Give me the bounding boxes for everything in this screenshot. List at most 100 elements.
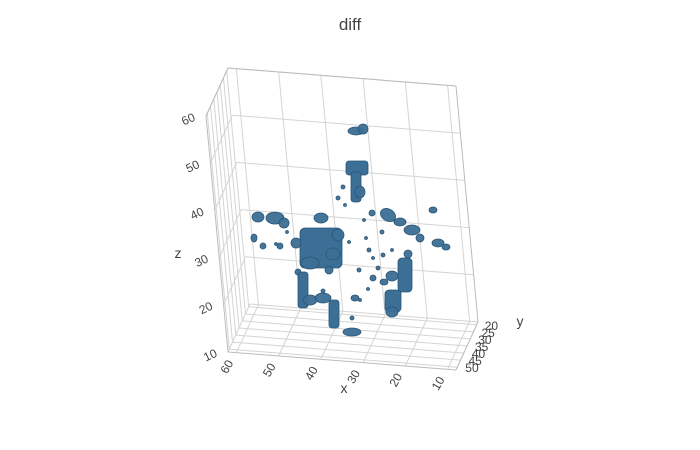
frame-edge: [205, 115, 229, 353]
isosurface-blob[interactable]: [375, 265, 381, 271]
x-tick-label: 10: [429, 374, 448, 393]
isosurface-blob[interactable]: [302, 294, 318, 306]
grid-line-x-backwall: [447, 85, 471, 322]
grid-line-x-backwall: [404, 81, 428, 319]
grid-line-z-leftwall: [214, 162, 238, 211]
y-tick-label: 25: [482, 326, 496, 340]
isosurface-blob[interactable]: [335, 195, 341, 201]
isosurface-blob[interactable]: [378, 206, 398, 224]
isosurface-speck[interactable]: [347, 240, 351, 244]
z-tick-label: 60: [179, 110, 197, 128]
isosurface-blob[interactable]: [380, 252, 386, 258]
isosurface-speck[interactable]: [364, 236, 368, 240]
y-tick-label: 50: [465, 361, 479, 375]
x-tick-label: 20: [386, 370, 405, 389]
isosurface-blob[interactable]: [379, 278, 389, 286]
y-tick-label: 40: [472, 347, 486, 361]
isosurface-blob[interactable]: [354, 185, 366, 199]
y-axis-title: y: [517, 313, 524, 329]
isosurface-blob[interactable]: [325, 247, 341, 261]
isosurface-blob[interactable]: [379, 229, 385, 235]
isosurface-speck[interactable]: [358, 298, 362, 302]
isosurface-speck[interactable]: [285, 230, 289, 234]
isosurface-speck[interactable]: [343, 203, 347, 207]
isosurface-blob[interactable]: [403, 224, 421, 236]
isosurface-speck[interactable]: [390, 248, 394, 252]
isosurface-blob[interactable]: [349, 315, 355, 321]
grid-line-y-leftwall: [226, 70, 250, 307]
grid-line-z-leftwall: [223, 256, 247, 306]
grid-line-y-floor: [232, 341, 461, 361]
frame-edge: [205, 67, 229, 117]
grid-line-y-leftwall: [219, 84, 243, 321]
grid-line-z-backwall: [232, 114, 461, 134]
x-axis-title: x: [341, 380, 348, 396]
isosurface-blob[interactable]: [290, 237, 302, 249]
grid-line-y-leftwall: [206, 113, 230, 350]
isosurface-blob[interactable]: [385, 270, 399, 282]
isosurface-blob[interactable]: [350, 294, 360, 302]
z-tick-label: 30: [192, 251, 210, 269]
y-tick-label: 30: [478, 333, 492, 347]
isosurface-blob[interactable]: [331, 228, 345, 242]
isosurface-blob[interactable]: [324, 265, 334, 275]
grid-line-x-backwall: [278, 71, 302, 309]
isosurface-blob[interactable]: [368, 209, 376, 217]
grid-line-y-floor: [235, 334, 464, 354]
isosurface-blob[interactable]: [314, 292, 332, 304]
isosurface-blob[interactable]: [393, 217, 407, 227]
grid-line-z-leftwall: [218, 209, 242, 258]
isosurface-blob[interactable]: [320, 288, 326, 294]
isosurface-blob[interactable]: [340, 184, 346, 190]
isosurface-blob[interactable]: [403, 249, 413, 259]
isosurface-top-cap[interactable]: [357, 123, 369, 135]
isosurface-blob[interactable]: [428, 206, 438, 214]
z-tick-label: 40: [188, 204, 206, 222]
grid-line-y-floor: [229, 348, 458, 368]
isosurface-blob[interactable]: [441, 243, 451, 251]
isosurface-layer[interactable]: [250, 123, 451, 337]
grid-line-y-floor: [245, 313, 474, 333]
isosurface-blob[interactable]: [259, 242, 267, 250]
isosurface-blob[interactable]: [385, 306, 399, 318]
isosurface-blob[interactable]: [431, 238, 445, 248]
grid-line-y-floor: [248, 306, 477, 326]
grid-line-z-backwall: [245, 256, 474, 276]
isosurface-blob[interactable]: [369, 274, 377, 282]
x-tick-label: 40: [302, 364, 321, 383]
isosurface-speck[interactable]: [274, 242, 278, 246]
frame-edge: [227, 351, 457, 371]
isosurface-blob[interactable]: [300, 256, 320, 270]
x-tick-label: 50: [260, 360, 279, 379]
isosurface-speck[interactable]: [366, 287, 370, 291]
z-tick-label: 50: [184, 157, 202, 175]
y-tick-label: 45: [469, 354, 483, 368]
isosurface-blob[interactable]: [356, 267, 362, 273]
grid-line-z-leftwall: [209, 114, 233, 164]
isosurface-right-leg[interactable]: [397, 257, 413, 293]
isosurface-speck[interactable]: [362, 218, 366, 222]
y-tick-label: 35: [475, 340, 489, 354]
isosurface-blob[interactable]: [415, 233, 425, 243]
x-tick-label: 60: [218, 357, 237, 376]
isosurface-blob[interactable]: [251, 211, 265, 223]
grid-layer: [205, 67, 479, 371]
isosurface-speck[interactable]: [371, 256, 375, 260]
isosurface-blob[interactable]: [276, 242, 284, 250]
grid-line-y-leftwall: [213, 99, 237, 336]
isosurface-blob[interactable]: [342, 327, 362, 337]
frame-edge: [227, 67, 457, 87]
isosurface-left-leg[interactable]: [328, 299, 340, 329]
isosurface-blob[interactable]: [366, 247, 372, 253]
isosurface-blob[interactable]: [313, 212, 329, 224]
grid-line-x-backwall: [320, 75, 344, 312]
isosurface-blob[interactable]: [278, 217, 290, 229]
grid-line-y-leftwall: [216, 91, 240, 329]
isosurface-blob[interactable]: [250, 233, 258, 243]
frame-edge: [455, 321, 479, 371]
frame-edge: [455, 85, 479, 323]
grid-line-y-floor: [238, 327, 468, 347]
